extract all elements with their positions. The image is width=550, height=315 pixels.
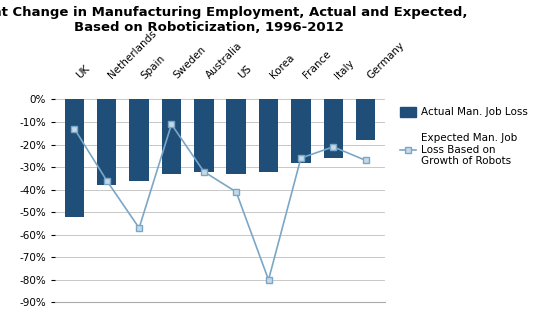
Bar: [259, 100, 278, 172]
Bar: [323, 100, 343, 158]
Bar: [194, 100, 213, 172]
Text: Percent Change in Manufacturing Employment, Actual and Expected,
Based on Roboti: Percent Change in Manufacturing Employme…: [0, 6, 468, 34]
Legend: Actual Man. Job Loss, Expected Man. Job
Loss Based on
Growth of Robots: Actual Man. Job Loss, Expected Man. Job …: [397, 104, 531, 169]
Bar: [65, 100, 84, 217]
Bar: [129, 100, 149, 180]
Bar: [227, 100, 246, 174]
Bar: [291, 100, 311, 163]
Bar: [162, 100, 181, 174]
Bar: [356, 100, 375, 140]
Bar: [97, 100, 117, 185]
